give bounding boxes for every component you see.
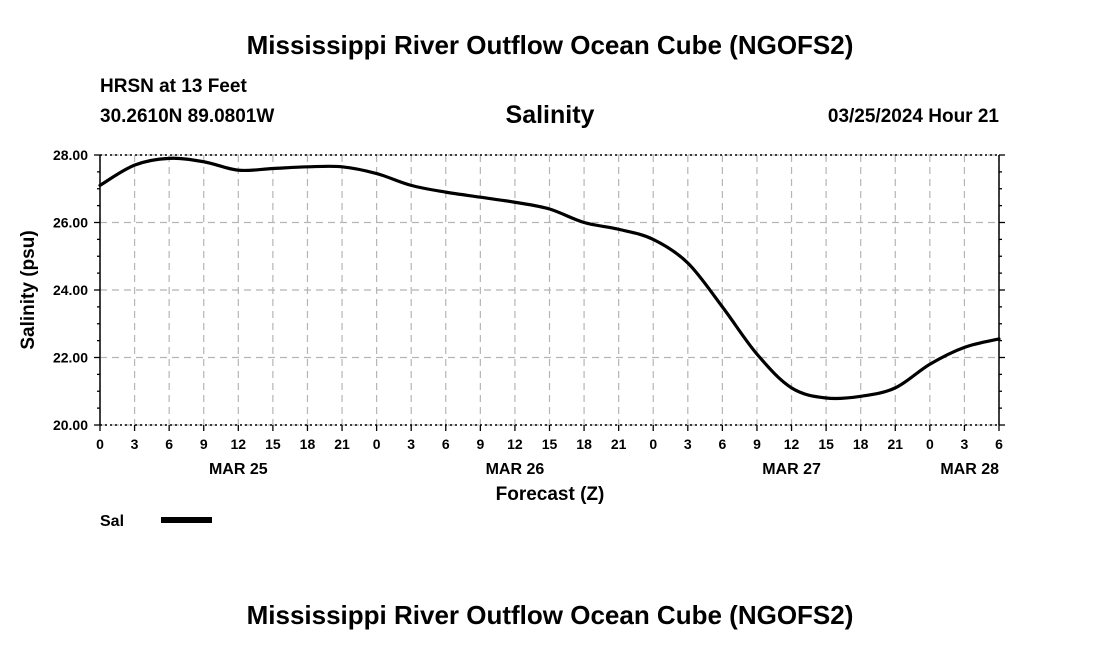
chart-main-title: Mississippi River Outflow Ocean Cube (NG… — [246, 30, 854, 60]
forecast-timestamp: 03/25/2024 Hour 21 — [827, 106, 999, 127]
x-tick-label: 6 — [995, 436, 1003, 452]
x-tick-label: 12 — [784, 436, 800, 452]
y-tick-label: 24.00 — [53, 282, 88, 298]
x-tick-label: 18 — [576, 436, 592, 452]
x-tick-label: 21 — [334, 436, 350, 452]
x-date-label: MAR 27 — [762, 461, 821, 478]
x-tick-label: 12 — [507, 436, 523, 452]
legend-label: Sal — [100, 513, 124, 530]
x-tick-label: 3 — [407, 436, 415, 452]
x-tick-label: 18 — [300, 436, 316, 452]
y-tick-label: 22.00 — [53, 350, 88, 366]
x-tick-label: 15 — [818, 436, 834, 452]
x-tick-label: 6 — [442, 436, 450, 452]
y-tick-label: 20.00 — [53, 417, 88, 433]
x-tick-label: 21 — [887, 436, 903, 452]
series-line-sal — [98, 156, 1001, 401]
x-tick-label: 0 — [649, 436, 657, 452]
x-tick-label: 3 — [961, 436, 969, 452]
x-date-label: MAR 28 — [940, 461, 999, 478]
y-axis-title: Salinity (psu) — [18, 230, 39, 349]
x-tick-label: 9 — [200, 436, 208, 452]
y-tick-label: 26.00 — [53, 215, 88, 231]
station-label: HRSN at 13 Feet — [100, 76, 247, 97]
x-tick-label: 9 — [753, 436, 761, 452]
x-axis-title: Forecast (Z) — [496, 484, 605, 505]
x-date-label: MAR 25 — [209, 461, 268, 478]
x-tick-label: 6 — [165, 436, 173, 452]
x-tick-label: 0 — [96, 436, 104, 452]
x-tick-label: 3 — [131, 436, 139, 452]
x-tick-label: 21 — [611, 436, 627, 452]
x-tick-label: 6 — [718, 436, 726, 452]
x-date-label: MAR 26 — [486, 461, 545, 478]
station-coordinates: 30.2610N 89.0801W — [100, 106, 275, 127]
x-tick-label: 0 — [926, 436, 934, 452]
x-tick-label: 12 — [231, 436, 247, 452]
x-tick-label: 0 — [373, 436, 381, 452]
x-tick-label: 3 — [684, 436, 692, 452]
x-tick-label: 15 — [542, 436, 558, 452]
y-tick-label: 28.00 — [53, 147, 88, 163]
x-tick-label: 18 — [853, 436, 869, 452]
chart-title: Salinity — [505, 101, 595, 129]
x-tick-label: 15 — [265, 436, 281, 452]
x-tick-label: 9 — [476, 436, 484, 452]
chart-footer-title: Mississippi River Outflow Ocean Cube (NG… — [246, 600, 854, 630]
